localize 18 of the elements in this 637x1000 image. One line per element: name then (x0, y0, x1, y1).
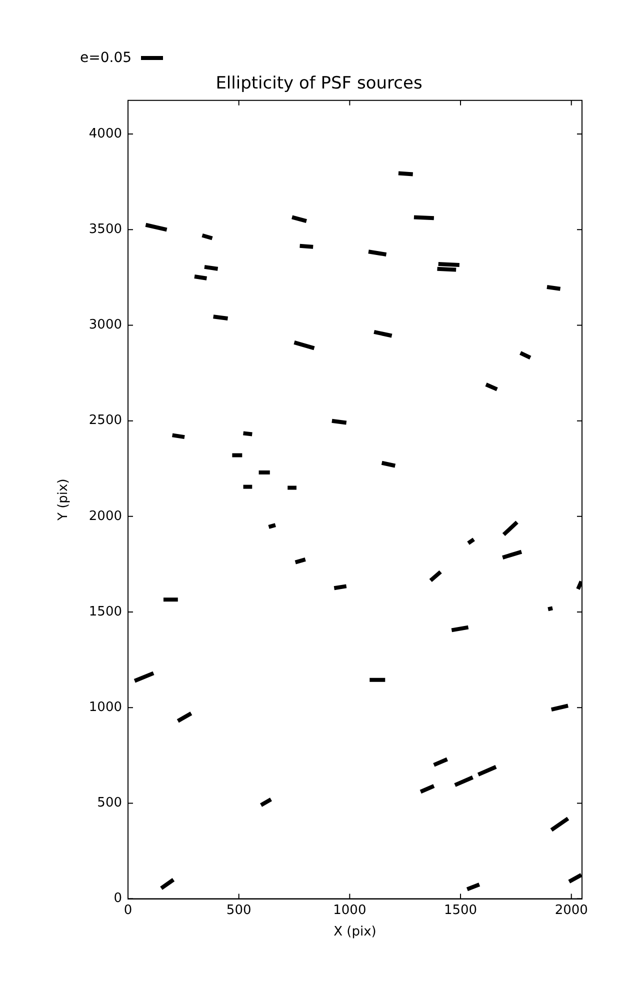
x-tick-label: 1500 (444, 902, 478, 918)
y-tick-label: 3500 (88, 222, 122, 238)
x-tick-label: 1000 (333, 902, 366, 918)
y-tick-label: 1000 (88, 700, 122, 715)
x-tick-label: 2000 (554, 902, 588, 918)
y-tick-label: 3000 (88, 318, 122, 333)
y-axis-title: Y (pix) (56, 478, 72, 522)
x-tick-label: 0 (124, 902, 132, 918)
chart-title: Ellipticity of PSF sources (216, 74, 422, 94)
x-tick-label: 500 (226, 902, 252, 918)
y-tick-label: 4000 (88, 126, 122, 142)
y-tick-label: 2500 (88, 413, 122, 428)
y-tick-label: 2000 (88, 508, 122, 524)
x-axis-title: X (pix) (334, 924, 376, 940)
y-tick-label: 1500 (88, 604, 122, 620)
y-tick-label: 500 (97, 796, 122, 811)
y-tick-label: 0 (114, 891, 122, 906)
text: e=0.05 (80, 50, 132, 66)
